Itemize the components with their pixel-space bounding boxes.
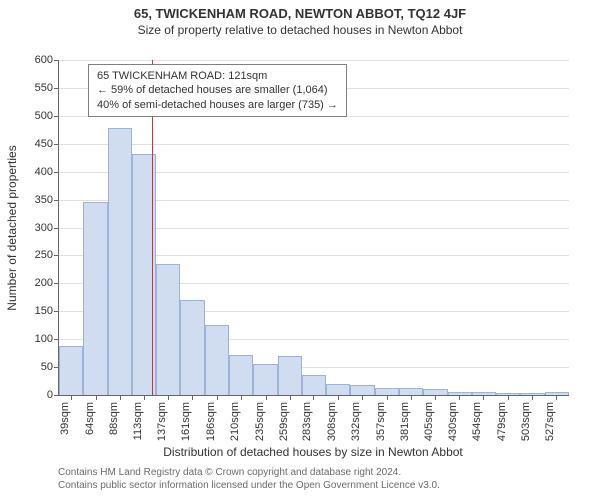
xtick-label: 308sqm <box>324 402 338 441</box>
annotation-box: 65 TWICKENHAM ROAD: 121sqm ← 59% of deta… <box>88 64 347 117</box>
histogram-bar <box>156 264 180 395</box>
xtick-label: 454sqm <box>469 402 483 441</box>
annotation-line2: ← 59% of detached houses are smaller (1,… <box>97 83 338 97</box>
xtick-mark <box>435 395 436 400</box>
ytick-label: 100 <box>35 333 59 345</box>
ytick-label: 600 <box>35 54 59 66</box>
xtick-label: 113sqm <box>130 402 144 440</box>
xtick-mark <box>192 395 193 400</box>
xtick-label: 527sqm <box>542 402 556 441</box>
xtick-label: 405sqm <box>421 402 435 441</box>
xtick-mark <box>556 395 557 400</box>
histogram-bar <box>545 392 569 395</box>
xtick-label: 186sqm <box>203 402 217 441</box>
footer-line2: Contains public sector information licen… <box>58 480 440 493</box>
xtick-mark <box>313 395 314 400</box>
xtick-mark <box>217 395 218 400</box>
histogram-bar <box>399 388 423 395</box>
xtick-label: 64sqm <box>82 402 96 435</box>
xtick-label: 259sqm <box>276 402 290 441</box>
y-axis-label: Number of detached properties <box>5 145 19 310</box>
xtick-mark <box>71 395 72 400</box>
xtick-mark <box>387 395 388 400</box>
xtick-mark <box>411 395 412 400</box>
ytick-label: 50 <box>41 361 59 373</box>
histogram-bar <box>229 355 253 395</box>
xtick-mark <box>290 395 291 400</box>
histogram-bar <box>180 300 204 395</box>
histogram-bar <box>350 385 374 395</box>
histogram-bar <box>108 128 132 395</box>
ytick-label: 450 <box>35 138 59 150</box>
histogram-bar <box>253 364 277 395</box>
ytick-label: 500 <box>35 110 59 122</box>
histogram-bar <box>326 384 350 395</box>
xtick-label: 479sqm <box>494 402 508 441</box>
page-title: 65, TWICKENHAM ROAD, NEWTON ABBOT, TQ12 … <box>0 0 600 21</box>
annotation-line3: 40% of semi-detached houses are larger (… <box>97 98 338 112</box>
xtick-mark <box>362 395 363 400</box>
footer-line1: Contains HM Land Registry data © Crown c… <box>58 467 440 480</box>
xtick-mark <box>96 395 97 400</box>
xtick-label: 332sqm <box>348 402 362 441</box>
xtick-mark <box>241 395 242 400</box>
page-subtitle: Size of property relative to detached ho… <box>0 21 600 41</box>
xtick-label: 137sqm <box>154 402 168 441</box>
ytick-label: 200 <box>35 277 59 289</box>
gridline <box>59 60 569 61</box>
histogram-bar <box>278 356 302 395</box>
ytick-label: 250 <box>35 249 59 261</box>
histogram-bar <box>83 202 107 395</box>
xtick-label: 430sqm <box>445 402 459 441</box>
histogram-bar <box>205 325 229 395</box>
gridline <box>59 144 569 145</box>
xtick-mark <box>532 395 533 400</box>
ytick-label: 400 <box>35 166 59 178</box>
xtick-mark <box>508 395 509 400</box>
xtick-label: 235sqm <box>252 402 266 441</box>
ytick-label: 150 <box>35 305 59 317</box>
xtick-mark <box>266 395 267 400</box>
xtick-mark <box>459 395 460 400</box>
histogram-bar <box>375 388 399 395</box>
xtick-mark <box>168 395 169 400</box>
xtick-label: 39sqm <box>57 402 71 435</box>
xtick-label: 503sqm <box>518 402 532 441</box>
xtick-label: 210sqm <box>227 402 241 441</box>
xtick-label: 161sqm <box>178 402 192 441</box>
chart-container: 65, TWICKENHAM ROAD, NEWTON ABBOT, TQ12 … <box>0 0 600 500</box>
annotation-line1: 65 TWICKENHAM ROAD: 121sqm <box>97 69 338 83</box>
x-axis-label: Distribution of detached houses by size … <box>163 445 463 459</box>
xtick-mark <box>120 395 121 400</box>
ytick-label: 0 <box>47 389 59 401</box>
xtick-label: 88sqm <box>106 402 120 435</box>
xtick-mark <box>338 395 339 400</box>
footer-attribution: Contains HM Land Registry data © Crown c… <box>58 467 440 492</box>
histogram-bar <box>302 375 326 395</box>
ytick-label: 350 <box>35 194 59 206</box>
xtick-mark <box>144 395 145 400</box>
ytick-label: 550 <box>35 82 59 94</box>
xtick-label: 283sqm <box>299 402 313 441</box>
histogram-bar <box>59 346 83 395</box>
xtick-label: 357sqm <box>373 402 387 441</box>
xtick-label: 381sqm <box>397 402 411 441</box>
xtick-mark <box>483 395 484 400</box>
ytick-label: 300 <box>35 222 59 234</box>
